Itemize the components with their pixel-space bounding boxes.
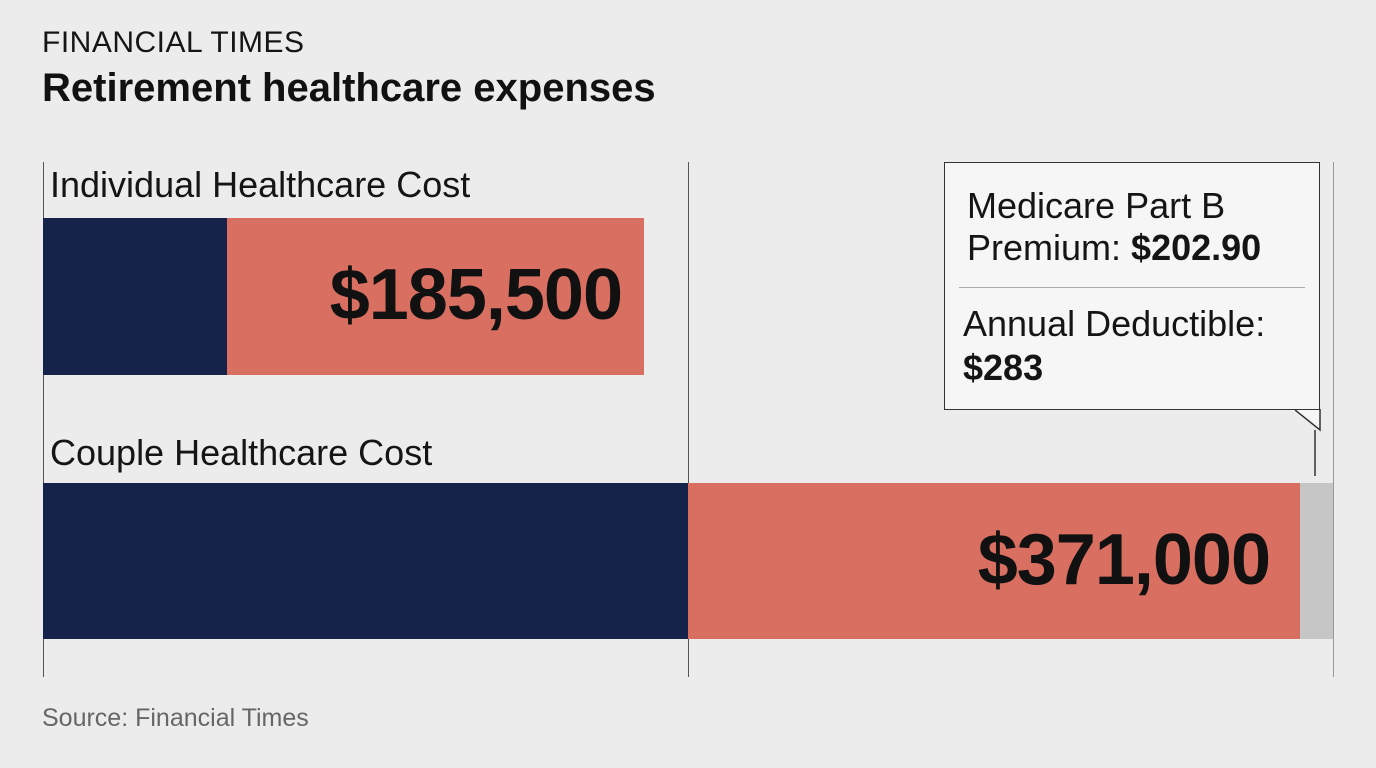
bar-value-label: $371,000 bbox=[977, 520, 1271, 600]
callout-divider bbox=[959, 287, 1305, 288]
bar-category-label: Couple Healthcare Cost bbox=[50, 432, 433, 473]
bar-segment-navy bbox=[43, 483, 688, 639]
callout-deductible-value: $283 bbox=[963, 347, 1044, 388]
bar-segment-grey bbox=[1300, 483, 1333, 639]
callout-premium-label: Premium: bbox=[967, 227, 1122, 268]
callout-premium-value: $202.90 bbox=[1131, 227, 1262, 268]
bar-segment-salmon bbox=[688, 483, 1300, 639]
bar-segment-salmon bbox=[227, 218, 644, 375]
bar-segment-navy bbox=[43, 218, 227, 375]
brand-name: FINANCIAL TIMES bbox=[42, 26, 305, 59]
callout-premium-line: Premium: $202.90 bbox=[967, 227, 1261, 269]
callout-label-medicare: Medicare Part B bbox=[967, 185, 1226, 226]
bar-value-label: $185,500 bbox=[329, 255, 623, 335]
grid-line bbox=[688, 162, 689, 677]
grid-line bbox=[43, 162, 44, 677]
callout-deductible-label: Annual Deductible: bbox=[963, 303, 1266, 344]
grid-line bbox=[1333, 162, 1334, 677]
callout-pointer bbox=[1290, 409, 1321, 476]
source-note: Source: Financial Times bbox=[42, 704, 309, 732]
chart-title: Retirement healthcare expenses bbox=[42, 66, 656, 110]
bar-category-label: Individual Healthcare Cost bbox=[50, 164, 471, 205]
callout-box: Medicare Part B Premium: $202.90 Annual … bbox=[944, 162, 1320, 410]
